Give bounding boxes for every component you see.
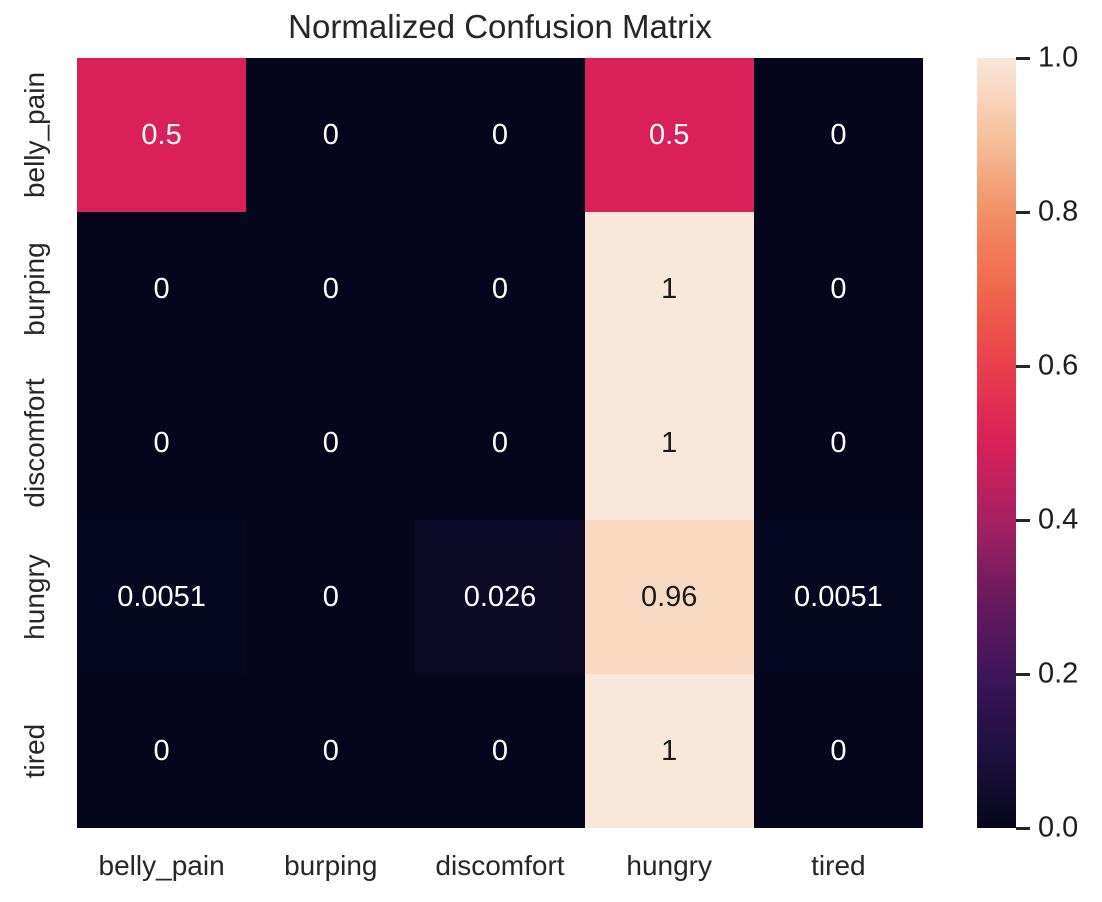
heatmap-cell: 0.0051 bbox=[77, 520, 247, 674]
y-axis-label: tired bbox=[19, 723, 50, 779]
heatmap-cell: 0.026 bbox=[415, 520, 585, 674]
heatmap-cell: 0 bbox=[415, 674, 585, 828]
heatmap-cell: 0 bbox=[753, 366, 923, 520]
heatmap-cell: 0 bbox=[77, 212, 247, 366]
heatmap-cell: 0 bbox=[415, 212, 585, 366]
heatmap-cell: 0 bbox=[753, 674, 923, 828]
x-axis-label: tired bbox=[811, 850, 866, 881]
colorbar-tick-mark bbox=[1016, 56, 1030, 60]
heatmap-cell: 0 bbox=[753, 212, 923, 366]
heatmap-cell: 0 bbox=[415, 58, 585, 212]
y-axis-label: discomfort bbox=[19, 378, 50, 508]
x-axis-label: discomfort bbox=[435, 850, 565, 881]
colorbar-tick-mark bbox=[1016, 518, 1030, 522]
x-axis-label: belly_pain bbox=[98, 850, 225, 881]
heatmap-cell: 0 bbox=[415, 366, 585, 520]
heatmap-cell: 0.96 bbox=[584, 520, 754, 674]
heatmap-cell: 0 bbox=[246, 366, 416, 520]
heatmap-cell: 1 bbox=[584, 674, 754, 828]
x-axis-label: burping bbox=[284, 850, 378, 881]
colorbar-tick-label: 0.4 bbox=[1038, 503, 1079, 536]
colorbar-tick-label: 0.2 bbox=[1038, 657, 1079, 690]
heatmap-cell: 0 bbox=[753, 58, 923, 212]
heatmap-cell: 0 bbox=[246, 674, 416, 828]
colorbar-tick-mark bbox=[1016, 826, 1030, 830]
heatmap-cell: 1 bbox=[584, 212, 754, 366]
chart-title: Normalized Confusion Matrix bbox=[288, 8, 712, 45]
colorbar-gradient bbox=[977, 58, 1016, 828]
heatmap-cell: 0 bbox=[77, 674, 247, 828]
colorbar-tick-mark bbox=[1016, 210, 1030, 214]
colorbar-tick-mark bbox=[1016, 364, 1030, 368]
x-axis-label: hungry bbox=[626, 850, 712, 881]
heatmap-cell: 0 bbox=[77, 366, 247, 520]
y-axis-label: belly_pain bbox=[19, 71, 50, 199]
y-axis-label: burping bbox=[19, 242, 50, 336]
y-axis-label: hungry bbox=[19, 554, 50, 640]
colorbar-tick-mark bbox=[1016, 672, 1030, 676]
colorbar-tick-label: 1.0 bbox=[1038, 41, 1079, 74]
heatmap-cell: 0 bbox=[246, 212, 416, 366]
colorbar-tick-label: 0.6 bbox=[1038, 349, 1079, 382]
colorbar-tick-label: 0.0 bbox=[1038, 811, 1079, 844]
heatmap: 0.5 0 0 0.5 0 0 0 0 1 0 0 0 0 1 0 0.0051 0 0.026 0.96 0.005… bbox=[77, 58, 923, 828]
heatmap-cell: 0.0051 bbox=[753, 520, 923, 674]
heatmap-cell: 0 bbox=[246, 58, 416, 212]
heatmap-cell: 1 bbox=[584, 366, 754, 520]
heatmap-cell: 0.5 bbox=[584, 58, 754, 212]
heatmap-cell: 0.5 bbox=[77, 58, 247, 212]
colorbar-tick-label: 0.8 bbox=[1038, 195, 1079, 228]
heatmap-cell: 0 bbox=[246, 520, 416, 674]
